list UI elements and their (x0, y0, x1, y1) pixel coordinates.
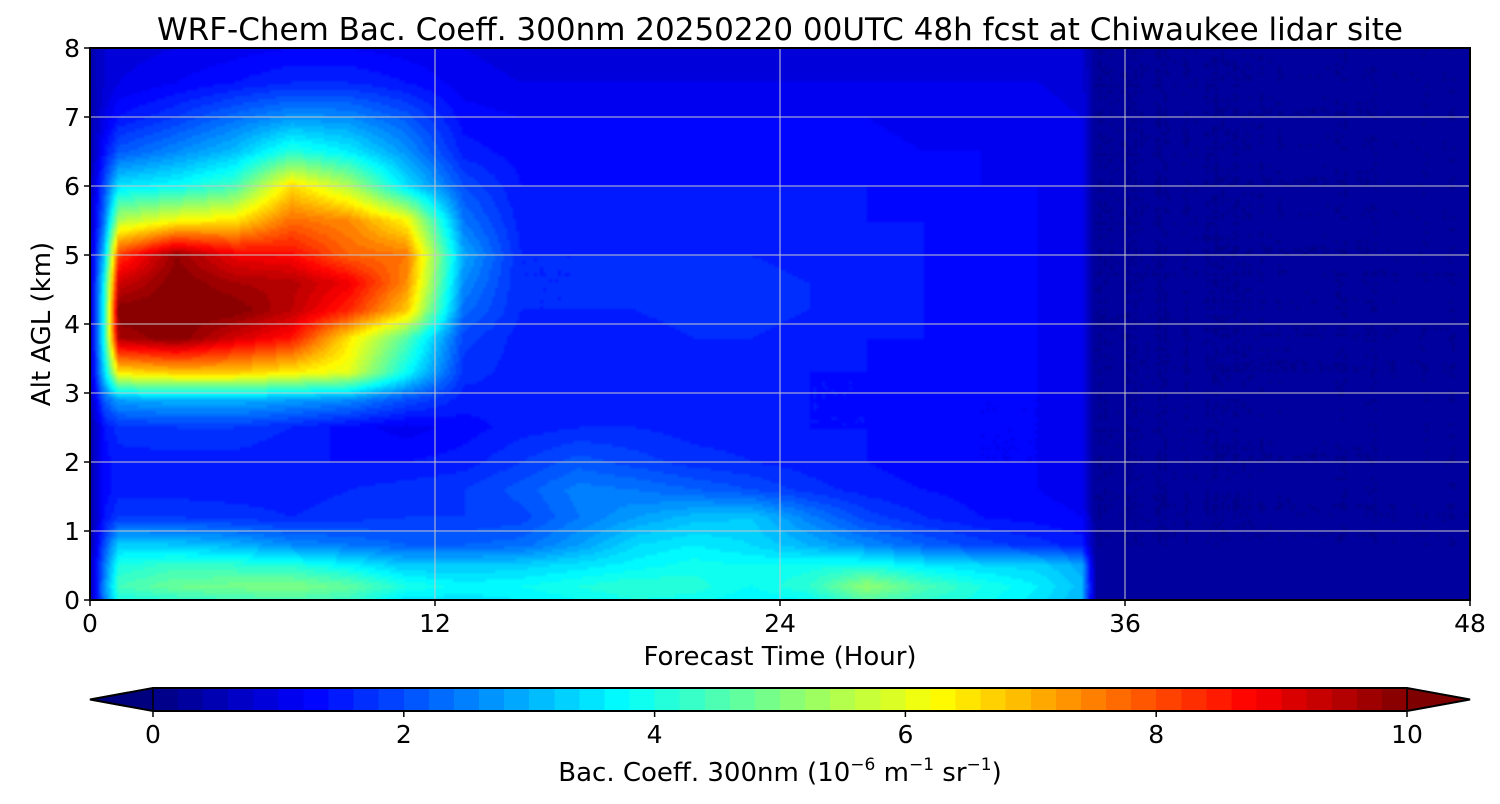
colorbar-tick-label: 0 (145, 720, 161, 749)
y-tick-label: 1 (64, 517, 80, 546)
y-tick-label: 4 (64, 310, 80, 339)
y-tick-label: 3 (64, 379, 80, 408)
y-tick-label: 5 (64, 241, 80, 270)
colorbar-label-exp1: −6 (850, 755, 875, 775)
x-tick-label: 36 (1109, 609, 1141, 638)
colorbar-over-extension (1406, 687, 1471, 712)
colorbar-label-mid2: sr (934, 758, 967, 788)
chart-title: WRF-Chem Bac. Coeff. 300nm 20250220 00UT… (157, 12, 1403, 48)
x-axis-label: Forecast Time (Hour) (643, 642, 916, 672)
colorbar-gradient (153, 688, 1407, 711)
colorbar-label-end: ) (992, 758, 1002, 788)
colorbar-tick-label: 4 (647, 720, 663, 749)
colorbar-tick-label: 6 (897, 720, 913, 749)
colorbar-label-exp2: −1 (909, 755, 934, 775)
colorbar-under-extension (89, 687, 154, 712)
colorbar-tick-label: 2 (396, 720, 412, 749)
colorbar-tick-label: 10 (1391, 720, 1423, 749)
colorbar-ticks: 0 2 4 6 8 10 (145, 711, 1423, 749)
x-tick-label: 0 (82, 609, 98, 638)
y-tick-label: 0 (64, 586, 80, 615)
y-tick-label: 8 (64, 34, 80, 63)
colorbar: 0 2 4 6 8 10 (89, 687, 1471, 749)
colorbar-tick-label: 8 (1148, 720, 1164, 749)
y-axis-label: Alt AGL (km) (27, 242, 57, 406)
y-tick-label: 2 (64, 448, 80, 477)
x-axis-ticks: 0 12 24 36 48 (82, 600, 1486, 638)
colorbar-label-exp3: −1 (967, 755, 992, 775)
colorbar-label-main: Bac. Coeff. 300nm (10 (558, 758, 850, 788)
y-tick-label: 6 (64, 172, 80, 201)
x-tick-label: 48 (1454, 609, 1486, 638)
y-axis-ticks: 0 1 2 3 4 5 6 7 8 (64, 34, 90, 615)
x-tick-label: 12 (419, 609, 451, 638)
y-tick-label: 7 (64, 103, 80, 132)
colorbar-label-mid1: m (875, 758, 909, 788)
x-tick-label: 24 (764, 609, 796, 638)
colorbar-label: Bac. Coeff. 300nm (10−6 m−1 sr−1) (558, 755, 1001, 788)
